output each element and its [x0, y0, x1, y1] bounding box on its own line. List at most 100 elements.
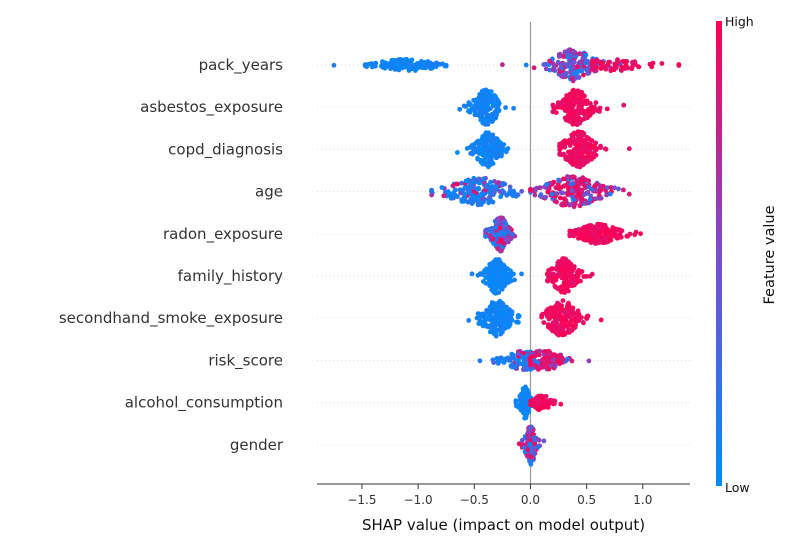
shap-point — [573, 92, 578, 97]
shap-point — [579, 159, 585, 165]
shap-point — [583, 52, 589, 58]
shap-point — [480, 136, 485, 141]
shap-point — [544, 278, 550, 284]
shap-point — [564, 286, 570, 292]
shap-point — [577, 153, 583, 159]
shap-point — [558, 265, 564, 271]
x-tick-label: 1.0 — [633, 493, 652, 507]
shap-point — [366, 61, 371, 67]
shap-point — [584, 314, 590, 319]
shap-point — [557, 195, 563, 201]
shap-point — [519, 271, 524, 277]
shap-point — [575, 270, 580, 276]
shap-point — [485, 153, 491, 159]
shap-point — [626, 191, 632, 197]
shap-point — [533, 352, 538, 358]
shap-point — [603, 239, 609, 245]
shap-point — [417, 63, 422, 69]
shap-point — [442, 63, 448, 69]
shap-point — [548, 271, 553, 277]
shap-point — [561, 151, 567, 157]
shap-point — [567, 231, 573, 237]
shap-point — [487, 194, 492, 200]
shap-point — [508, 189, 514, 194]
shap-point — [595, 240, 601, 246]
shap-point — [487, 190, 492, 195]
shap-point — [532, 192, 538, 198]
shap-point — [426, 63, 432, 68]
shap-point — [537, 185, 543, 191]
shap-point — [441, 193, 447, 199]
shap-point — [557, 270, 563, 276]
shap-point — [605, 185, 611, 191]
shap-point — [512, 365, 518, 370]
shap-point — [492, 189, 497, 195]
shap-point — [570, 323, 576, 328]
shap-point — [532, 437, 537, 443]
shap-point — [576, 227, 582, 232]
shap-point — [487, 304, 493, 310]
shap-point — [547, 267, 553, 273]
shap-point — [494, 112, 499, 118]
shap-point — [513, 193, 519, 199]
shap-point — [457, 106, 463, 112]
shap-point — [503, 266, 509, 272]
shap-point — [581, 144, 587, 150]
shap-point — [562, 138, 568, 144]
shap-point — [482, 268, 488, 273]
shap-point — [604, 192, 609, 198]
shap-point — [587, 236, 592, 242]
shap-point — [556, 178, 562, 184]
shap-point — [550, 67, 556, 73]
shap-point — [553, 326, 558, 331]
shap-point — [567, 105, 573, 111]
shap-point — [551, 179, 557, 185]
shap-point — [465, 199, 471, 205]
shap-point — [621, 187, 626, 193]
shap-point — [331, 62, 337, 68]
shap-point — [497, 189, 503, 194]
shap-point — [488, 179, 493, 185]
shap-point — [506, 277, 512, 282]
shap-point — [494, 101, 500, 107]
shap-point — [463, 178, 469, 184]
shap-point — [580, 320, 586, 325]
shap-point — [575, 129, 581, 135]
shap-point — [560, 357, 566, 362]
shap-point — [584, 200, 590, 206]
shap-point — [504, 192, 510, 198]
shap-point — [613, 65, 619, 70]
shap-point — [584, 67, 589, 73]
shap-point — [560, 316, 566, 322]
shap-point — [612, 61, 618, 67]
shap-point — [534, 365, 540, 371]
shap-point — [606, 59, 611, 65]
feature-row-points — [483, 215, 643, 254]
shap-point — [491, 289, 496, 295]
shap-point — [573, 160, 579, 165]
shap-point — [573, 153, 578, 159]
shap-point — [557, 51, 563, 57]
shap-point — [592, 152, 598, 158]
shap-point — [583, 177, 588, 183]
shap-point — [573, 148, 579, 154]
shap-point — [597, 109, 602, 114]
shap-point — [498, 331, 503, 337]
shap-point — [565, 174, 570, 179]
shap-point — [554, 320, 560, 326]
shap-point — [489, 157, 494, 163]
shap-point — [489, 119, 495, 124]
shap-point — [518, 400, 524, 406]
shap-point — [491, 324, 496, 330]
shap-point — [479, 109, 484, 114]
shap-point — [555, 358, 561, 364]
shap-point — [482, 315, 487, 321]
shap-point — [491, 360, 497, 365]
shap-point — [482, 180, 487, 186]
shap-point — [529, 454, 534, 460]
shap-point — [532, 397, 537, 403]
shap-point — [514, 358, 520, 364]
shap-point — [476, 176, 482, 182]
shap-point — [507, 184, 513, 190]
shap-point — [467, 189, 473, 195]
